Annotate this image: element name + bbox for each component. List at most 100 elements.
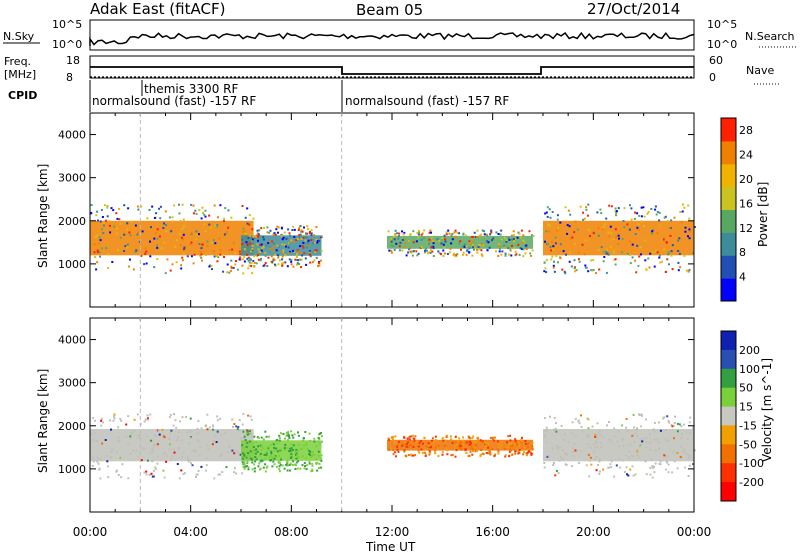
echo-cell [479,453,482,456]
echo-cell [629,468,632,471]
echo-cell [545,271,548,274]
echo-cell [507,435,510,438]
echo-cell [268,456,271,459]
echo-cell [290,239,293,242]
echo-cell [290,260,293,263]
echo-cell [177,447,180,450]
echo-cell [566,453,569,456]
echo-cell [395,242,398,245]
echo-cell [426,445,428,448]
echo-cell [673,216,676,219]
echo-cell [522,453,525,456]
echo-cell [178,203,180,206]
echo-cell [420,233,423,236]
echo-cell [403,246,406,249]
echo-cell [407,441,409,444]
echo-cell [585,208,588,211]
echo-cell [300,230,302,233]
echo-cell [599,434,602,437]
echo-cell [480,253,483,256]
date-title: 27/Oct/2014 [587,0,680,18]
echo-cell [96,457,99,460]
echo-cell [277,231,279,234]
echo-cell [228,249,231,251]
echo-cell [144,252,147,255]
echo-cell [389,244,392,247]
echo-cell [264,254,267,257]
echo-cell [293,228,296,231]
echo-cell [597,464,599,467]
echo-cell [171,263,174,266]
echo-cell [315,462,318,465]
echo-cell [390,436,393,439]
echo-cell [181,203,184,206]
echo-cell [496,440,499,443]
echo-cell [196,427,199,430]
echo-cell [308,453,311,456]
echo-cell [320,432,322,435]
echo-cell [674,415,676,418]
echo-cell [162,435,165,438]
echo-cell [251,247,254,250]
echo-cell [146,418,149,421]
echo-cell [409,233,412,236]
echo-cell [639,246,642,249]
echo-cell [217,256,220,259]
echo-cell [137,231,139,234]
echo-cell [432,245,435,248]
echo-cell [498,245,501,248]
echo-cell [288,252,291,255]
echo-cell [277,263,280,266]
echo-cell [598,470,601,473]
echo-cell [431,250,434,253]
echo-cell [468,251,471,254]
echo-cell [587,270,590,273]
echo-cell [219,249,222,251]
echo-cell [435,446,438,449]
echo-cell [442,243,445,246]
echo-cell [687,235,689,238]
echo-cell [649,466,652,469]
velocity-cbar-tick: 15 [739,401,753,414]
echo-cell [499,233,502,236]
echo-cell [557,226,559,229]
echo-cell [444,439,447,442]
echo-cell [454,236,457,239]
echo-cell [546,215,549,218]
echo-cell [241,423,244,426]
echo-cell [110,207,113,210]
echo-cell [640,413,643,416]
echo-cell [206,245,209,248]
echo-cell [512,234,515,237]
echo-cell [242,465,245,468]
echo-cell [627,456,630,459]
echo-cell [682,450,685,453]
echo-cell [170,230,173,233]
echo-cell [659,429,662,432]
echo-cell [268,435,270,438]
echo-cell [165,460,168,463]
echo-cell [432,437,434,440]
echo-cell [96,261,99,264]
echo-cell [243,461,246,464]
echo-cell [239,258,242,261]
echo-cell [592,269,595,271]
echo-cell [303,444,306,447]
echo-cell [107,253,110,256]
echo-cell [252,451,255,454]
echo-cell [566,224,569,227]
echo-cell [635,432,638,435]
echo-cell [287,433,290,436]
echo-cell [275,465,278,468]
echo-cell [128,231,131,234]
echo-cell [557,472,560,475]
echo-cell [105,247,107,250]
echo-cell [417,236,420,239]
echo-cell [663,454,666,457]
echo-cell [640,425,642,428]
echo-cell [203,213,206,216]
echo-cell [174,419,177,422]
echo-cell [285,431,288,434]
nsky-tick-bottom: 10^0 [52,38,82,51]
echo-cell [288,464,291,466]
